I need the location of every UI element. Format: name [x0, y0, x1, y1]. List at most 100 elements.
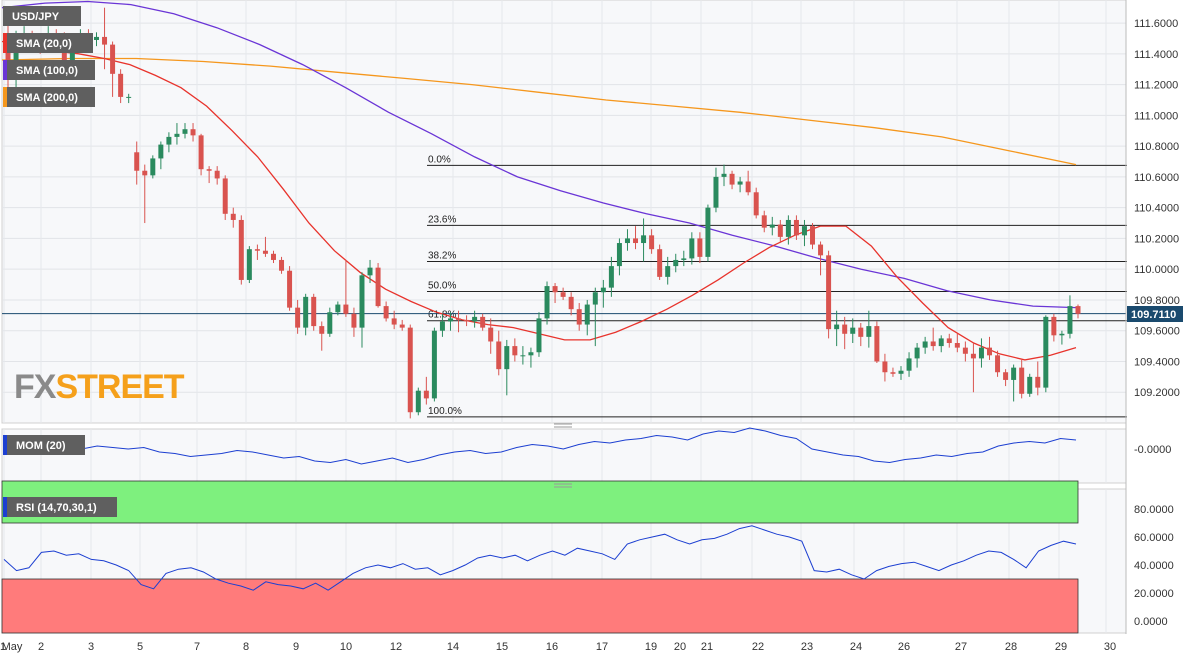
- candle-body: [126, 96, 132, 98]
- candle: [431, 327, 437, 402]
- pane-resize-handle-2[interactable]: [554, 483, 572, 488]
- candle: [584, 299, 590, 336]
- candle-body: [472, 316, 478, 322]
- candle: [504, 339, 510, 396]
- candle: [496, 330, 502, 376]
- candle-body: [1059, 333, 1065, 336]
- candle-body: [987, 347, 992, 356]
- candle: [906, 352, 912, 377]
- sma20-tag[interactable]: SMA (20,0): [3, 33, 93, 53]
- candle: [150, 155, 156, 179]
- candle-body: [681, 258, 687, 260]
- candle: [464, 315, 470, 327]
- candle: [914, 343, 920, 368]
- candle-body: [600, 287, 606, 293]
- candle-body: [335, 304, 341, 313]
- candle-body: [850, 327, 856, 334]
- sma100-label: SMA (100,0): [16, 65, 78, 77]
- candle-body: [753, 192, 759, 216]
- candle-body: [624, 238, 630, 244]
- candle-body: [568, 296, 574, 310]
- y-tick-label: 111.4000: [1134, 49, 1178, 61]
- sma100-tag[interactable]: SMA (100,0): [3, 60, 95, 80]
- candle-body: [512, 346, 518, 356]
- candle-body: [801, 226, 807, 236]
- candle-body: [842, 324, 848, 334]
- candle: [472, 310, 478, 328]
- sma200-tag[interactable]: SMA (200,0): [3, 87, 95, 107]
- candle: [552, 283, 558, 304]
- candle-body: [311, 296, 317, 327]
- y-tick-label: 109.6000: [1134, 326, 1180, 338]
- candle-body: [745, 181, 751, 193]
- candle: [954, 333, 960, 353]
- candle: [633, 226, 639, 250]
- candle: [456, 310, 462, 333]
- candle-body: [134, 152, 140, 171]
- y-tick-label: 110.0000: [1134, 264, 1179, 276]
- candle-body: [826, 255, 832, 330]
- candle-body: [1075, 306, 1081, 314]
- x-tick-label: 29: [1055, 641, 1067, 653]
- candle: [753, 187, 759, 219]
- candle: [842, 316, 848, 350]
- candle: [777, 219, 783, 244]
- fib-label: 100.0%: [428, 406, 462, 417]
- candle-body: [769, 224, 775, 228]
- candle: [866, 310, 872, 348]
- candle: [488, 318, 494, 354]
- instrument-label: USD/JPY: [12, 11, 60, 23]
- y-tick-label: 110.6000: [1134, 172, 1179, 184]
- candle: [850, 318, 856, 344]
- x-tick-label: 8: [243, 641, 249, 653]
- mom-line: [3, 427, 1077, 465]
- candle-body: [705, 207, 711, 257]
- candle-body: [504, 346, 510, 370]
- candle-body: [1051, 316, 1057, 336]
- candle: [126, 93, 132, 104]
- candle-body: [721, 173, 727, 177]
- candle: [174, 123, 180, 145]
- candle: [102, 7, 108, 70]
- candle: [335, 301, 341, 316]
- y-tick-label: 110.2000: [1134, 233, 1179, 245]
- fib-label: 38.2%: [428, 250, 456, 261]
- candle: [938, 335, 944, 353]
- candle-body: [118, 73, 124, 97]
- candle: [721, 164, 727, 187]
- rsi-tag[interactable]: RSI (14,70,30,1): [3, 497, 117, 517]
- candle: [295, 299, 301, 334]
- candle: [681, 250, 687, 267]
- candle-body: [834, 324, 840, 330]
- mom-tick-label: -0.0000: [1134, 444, 1171, 456]
- candle: [890, 367, 896, 377]
- candle: [810, 223, 816, 250]
- candle: [303, 293, 309, 336]
- x-tick-label: 7: [194, 641, 200, 653]
- candle-body: [480, 316, 486, 328]
- candle: [729, 170, 735, 190]
- panel-frame-0: [1, 0, 1127, 424]
- candle-body: [279, 259, 285, 271]
- candle: [761, 210, 767, 233]
- candle: [673, 253, 679, 273]
- y-tick-label: 111.6000: [1134, 18, 1178, 30]
- x-tick-label: 19: [645, 641, 657, 653]
- sma200-label: SMA (200,0): [16, 92, 78, 104]
- candle: [834, 310, 840, 347]
- sma200-line: [1, 57, 1077, 166]
- candle: [254, 244, 260, 260]
- candle: [1011, 364, 1017, 402]
- candle: [697, 232, 703, 264]
- candle-body: [351, 313, 357, 328]
- mom-tag[interactable]: MOM (20): [3, 435, 85, 455]
- candle: [544, 281, 550, 325]
- candle-body: [922, 341, 928, 348]
- pane-resize-handle-1[interactable]: [554, 423, 572, 428]
- last-price-label: 109.7110: [1131, 309, 1176, 321]
- candle-body: [962, 347, 968, 354]
- y-tick-label: 111.2000: [1134, 80, 1178, 92]
- fib-label: 0.0%: [428, 154, 451, 165]
- candle: [987, 336, 992, 360]
- candle-body: [246, 249, 252, 280]
